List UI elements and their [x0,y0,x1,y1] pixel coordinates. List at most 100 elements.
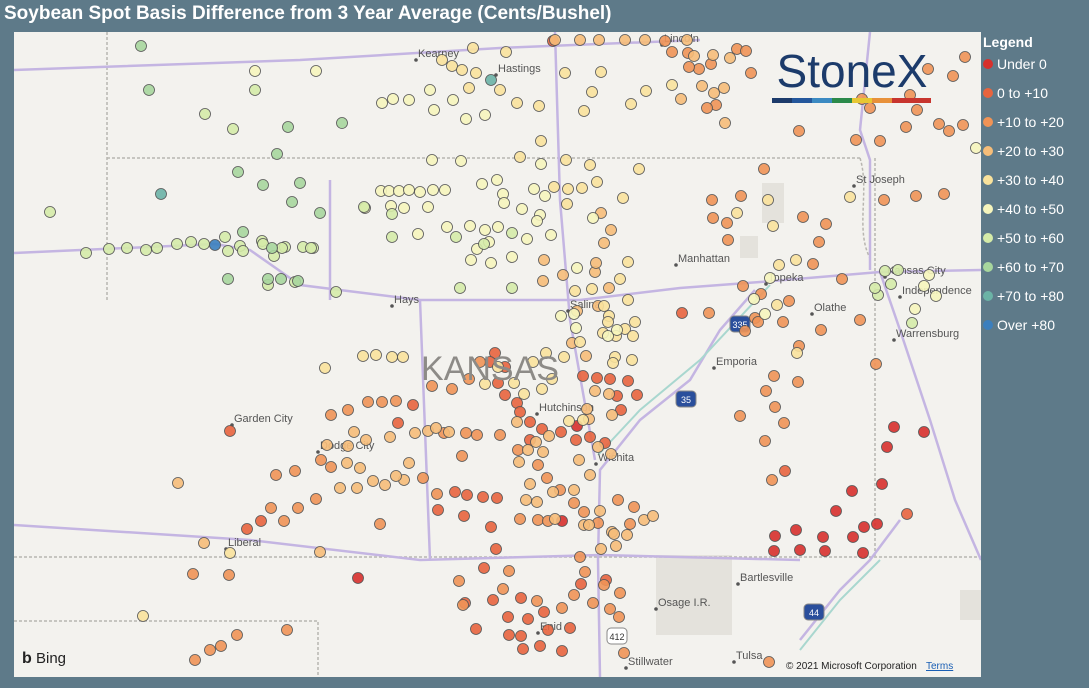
map-point [591,372,603,384]
map-point [532,514,544,526]
map-point [731,207,743,219]
map-point [506,227,518,239]
map-point [959,51,971,63]
legend-item[interactable]: Under 0 [983,56,1064,85]
map-point [282,121,294,133]
map-point [592,441,604,453]
legend-item[interactable]: +50 to +60 [983,230,1064,259]
map-point [446,60,458,72]
legend-item[interactable]: Over +80 [983,317,1064,346]
map-point [858,521,870,533]
map-point [737,280,749,292]
map-point [224,425,236,437]
terms-link[interactable]: Terms [926,661,953,672]
map-point [460,427,472,439]
place-marker [898,295,902,299]
map-point [943,125,955,137]
map-point [289,465,301,477]
legend-item[interactable]: +20 to +30 [983,143,1064,172]
map-point [467,42,479,54]
map-point [417,472,429,484]
map-point [701,102,713,114]
map-point [605,224,617,236]
map-point [758,163,770,175]
legend-label: +70 to +80 [997,288,1064,304]
map-point [693,63,705,75]
map-point [771,299,783,311]
map-point [535,158,547,170]
map-point [257,179,269,191]
map-point [871,518,883,530]
place-label: Manhattan [678,253,730,265]
legend-item[interactable]: +30 to +40 [983,172,1064,201]
map-point [255,515,267,527]
map-point [558,351,570,363]
map-point [222,273,234,285]
place-label: Garden City [234,413,293,425]
map-point [586,86,598,98]
map-point [614,587,626,599]
legend-items: Under 0 0 to +10 +10 to +20 +20 to +30 +30 t… [983,56,1064,346]
map-point [490,543,502,555]
map-point [813,236,825,248]
map-point [703,307,715,319]
map-point [456,64,468,76]
map-point [591,176,603,188]
map-point [231,629,243,641]
map-point [80,247,92,259]
map-point [463,373,475,385]
map-point [265,502,277,514]
place-label: Emporia [716,356,758,368]
map-point [367,475,379,487]
map-point [555,310,567,322]
map-point [457,599,469,611]
map-point [310,493,322,505]
map-point [631,389,643,401]
legend-item[interactable]: +60 to +70 [983,259,1064,288]
highway-number: 335 [732,320,747,330]
map-point [619,34,631,46]
map-point [494,84,506,96]
legend-item[interactable]: +40 to +50 [983,201,1064,230]
map-point [844,191,856,203]
map-point [342,404,354,416]
highway-number: 44 [809,608,819,618]
map-point [627,330,639,342]
map-point [581,403,593,415]
map-point [759,308,771,320]
map-point [403,184,415,196]
map-point [449,486,461,498]
map-point [262,273,274,285]
legend-item[interactable]: +70 to +80 [983,288,1064,317]
map-point [155,188,167,200]
legend-label: Under 0 [997,56,1047,72]
map-point [506,251,518,263]
map-point [675,93,687,105]
map-point [563,415,575,427]
map-point [536,383,548,395]
map-point [463,82,475,94]
map-point [683,61,695,73]
map-point [622,256,634,268]
map-point [578,105,590,117]
map-point [386,208,398,220]
map-point [426,380,438,392]
legend-item[interactable]: +10 to +20 [983,114,1064,143]
legend-item[interactable]: 0 to +10 [983,85,1064,114]
map-point [918,426,930,438]
map-point [511,416,523,428]
map-point [543,430,555,442]
map-point [696,80,708,92]
map-point [489,347,501,359]
place-marker [892,338,896,342]
legend-label: Over +80 [997,317,1055,333]
map-point [275,273,287,285]
map-point [688,50,700,62]
map-point [407,399,419,411]
map-point [427,184,439,196]
map-point [439,184,451,196]
map-point [617,192,629,204]
map-point [232,166,244,178]
map-point [918,280,930,292]
map-point [516,203,528,215]
